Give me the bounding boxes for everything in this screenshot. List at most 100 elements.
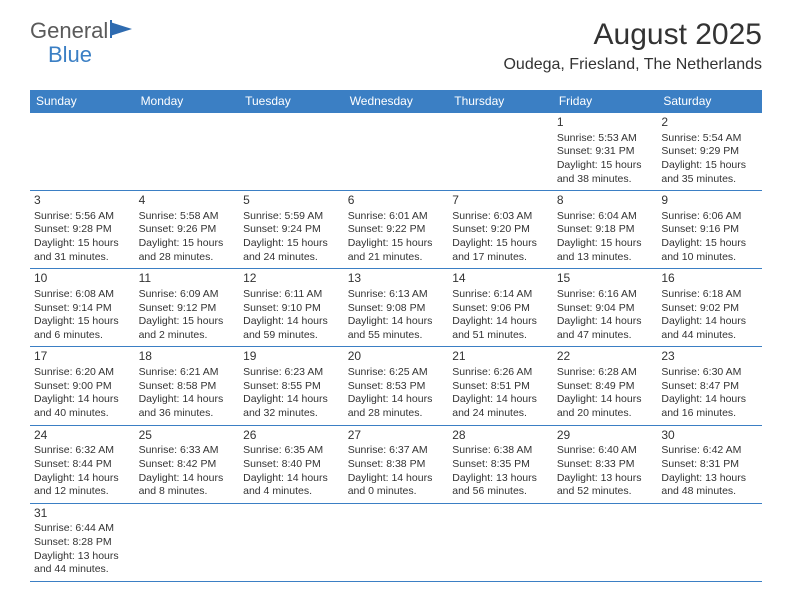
sunrise-line: Sunrise: 6:16 AM [557, 288, 654, 302]
sunset-line: Sunset: 9:10 PM [243, 302, 340, 316]
calendar-day-cell [553, 503, 658, 581]
sunrise-line: Sunrise: 6:37 AM [348, 444, 445, 458]
calendar-day-cell: 21Sunrise: 6:26 AMSunset: 8:51 PMDayligh… [448, 347, 553, 425]
daylight-line: Daylight: 14 hours and 59 minutes. [243, 315, 340, 342]
sunset-line: Sunset: 9:22 PM [348, 223, 445, 237]
daylight-line: Daylight: 14 hours and 36 minutes. [139, 393, 236, 420]
day-number: 11 [139, 271, 236, 287]
sunrise-line: Sunrise: 6:20 AM [34, 366, 131, 380]
daylight-line: Daylight: 15 hours and 10 minutes. [661, 237, 758, 264]
location-text: Oudega, Friesland, The Netherlands [503, 56, 762, 74]
day-number: 3 [34, 193, 131, 209]
calendar-week-row: 1Sunrise: 5:53 AMSunset: 9:31 PMDaylight… [30, 113, 762, 191]
daylight-line: Daylight: 14 hours and 4 minutes. [243, 472, 340, 499]
sunrise-line: Sunrise: 6:01 AM [348, 210, 445, 224]
day-number: 19 [243, 349, 340, 365]
daylight-line: Daylight: 14 hours and 20 minutes. [557, 393, 654, 420]
day-number: 13 [348, 271, 445, 287]
calendar-day-cell: 7Sunrise: 6:03 AMSunset: 9:20 PMDaylight… [448, 191, 553, 269]
calendar-day-cell: 16Sunrise: 6:18 AMSunset: 9:02 PMDayligh… [657, 269, 762, 347]
daylight-line: Daylight: 13 hours and 56 minutes. [452, 472, 549, 499]
daylight-line: Daylight: 14 hours and 44 minutes. [661, 315, 758, 342]
day-number: 5 [243, 193, 340, 209]
sunrise-line: Sunrise: 6:06 AM [661, 210, 758, 224]
sunrise-line: Sunrise: 5:53 AM [557, 132, 654, 146]
day-number: 31 [34, 506, 131, 522]
sunrise-line: Sunrise: 6:08 AM [34, 288, 131, 302]
daylight-line: Daylight: 14 hours and 28 minutes. [348, 393, 445, 420]
sunset-line: Sunset: 9:18 PM [557, 223, 654, 237]
weekday-header: Monday [135, 90, 240, 113]
calendar-day-cell: 17Sunrise: 6:20 AMSunset: 9:00 PMDayligh… [30, 347, 135, 425]
calendar-day-cell: 23Sunrise: 6:30 AMSunset: 8:47 PMDayligh… [657, 347, 762, 425]
daylight-line: Daylight: 13 hours and 52 minutes. [557, 472, 654, 499]
calendar-body: 1Sunrise: 5:53 AMSunset: 9:31 PMDaylight… [30, 113, 762, 582]
daylight-line: Daylight: 14 hours and 16 minutes. [661, 393, 758, 420]
day-number: 16 [661, 271, 758, 287]
daylight-line: Daylight: 15 hours and 6 minutes. [34, 315, 131, 342]
sunset-line: Sunset: 8:31 PM [661, 458, 758, 472]
sunset-line: Sunset: 8:33 PM [557, 458, 654, 472]
calendar-day-cell [448, 113, 553, 191]
day-number: 22 [557, 349, 654, 365]
day-number: 29 [557, 428, 654, 444]
daylight-line: Daylight: 15 hours and 35 minutes. [661, 159, 758, 186]
sunset-line: Sunset: 9:24 PM [243, 223, 340, 237]
calendar-day-cell [30, 113, 135, 191]
sunrise-line: Sunrise: 6:33 AM [139, 444, 236, 458]
day-number: 23 [661, 349, 758, 365]
sunset-line: Sunset: 9:00 PM [34, 380, 131, 394]
calendar-day-cell: 4Sunrise: 5:58 AMSunset: 9:26 PMDaylight… [135, 191, 240, 269]
sunrise-line: Sunrise: 6:42 AM [661, 444, 758, 458]
daylight-line: Daylight: 15 hours and 31 minutes. [34, 237, 131, 264]
calendar-day-cell: 27Sunrise: 6:37 AMSunset: 8:38 PMDayligh… [344, 425, 449, 503]
sunset-line: Sunset: 8:51 PM [452, 380, 549, 394]
day-number: 8 [557, 193, 654, 209]
sunrise-line: Sunrise: 6:35 AM [243, 444, 340, 458]
weekday-header: Tuesday [239, 90, 344, 113]
sunrise-line: Sunrise: 5:59 AM [243, 210, 340, 224]
weekday-header: Saturday [657, 90, 762, 113]
sunrise-line: Sunrise: 6:21 AM [139, 366, 236, 380]
daylight-line: Daylight: 15 hours and 2 minutes. [139, 315, 236, 342]
daylight-line: Daylight: 14 hours and 8 minutes. [139, 472, 236, 499]
calendar-week-row: 17Sunrise: 6:20 AMSunset: 9:00 PM Dayligh… [30, 347, 762, 425]
sunrise-line: Sunrise: 6:23 AM [243, 366, 340, 380]
day-number: 20 [348, 349, 445, 365]
calendar-day-cell: 30Sunrise: 6:42 AMSunset: 8:31 PMDayligh… [657, 425, 762, 503]
calendar-day-cell: 13Sunrise: 6:13 AMSunset: 9:08 PMDayligh… [344, 269, 449, 347]
calendar-day-cell: 12Sunrise: 6:11 AMSunset: 9:10 PMDayligh… [239, 269, 344, 347]
sunset-line: Sunset: 8:40 PM [243, 458, 340, 472]
calendar-day-cell: 1Sunrise: 5:53 AMSunset: 9:31 PMDaylight… [553, 113, 658, 191]
day-number: 17 [34, 349, 131, 365]
sunset-line: Sunset: 8:47 PM [661, 380, 758, 394]
sunrise-line: Sunrise: 6:11 AM [243, 288, 340, 302]
sunset-line: Sunset: 9:02 PM [661, 302, 758, 316]
weekday-header: Thursday [448, 90, 553, 113]
daylight-line: Daylight: 14 hours and 51 minutes. [452, 315, 549, 342]
weekday-header-row: Sunday Monday Tuesday Wednesday Thursday… [30, 90, 762, 113]
calendar-day-cell: 24Sunrise: 6:32 AMSunset: 8:44 PMDayligh… [30, 425, 135, 503]
day-number: 4 [139, 193, 236, 209]
sunrise-line: Sunrise: 6:14 AM [452, 288, 549, 302]
calendar-day-cell: 8Sunrise: 6:04 AMSunset: 9:18 PMDaylight… [553, 191, 658, 269]
sunset-line: Sunset: 8:44 PM [34, 458, 131, 472]
daylight-line: Daylight: 15 hours and 21 minutes. [348, 237, 445, 264]
day-number: 9 [661, 193, 758, 209]
sunrise-line: Sunrise: 6:32 AM [34, 444, 131, 458]
sunset-line: Sunset: 9:06 PM [452, 302, 549, 316]
sunset-line: Sunset: 8:35 PM [452, 458, 549, 472]
sunrise-line: Sunrise: 5:56 AM [34, 210, 131, 224]
daylight-line: Daylight: 14 hours and 24 minutes. [452, 393, 549, 420]
calendar-day-cell: 18Sunrise: 6:21 AMSunset: 8:58 PMDayligh… [135, 347, 240, 425]
logo-text-general: General [30, 18, 108, 44]
header: General August 2025 Oudega, Friesland, T… [0, 0, 792, 82]
day-number: 7 [452, 193, 549, 209]
calendar-week-row: 3Sunrise: 5:56 AMSunset: 9:28 PMDaylight… [30, 191, 762, 269]
sunrise-line: Sunrise: 6:13 AM [348, 288, 445, 302]
sunrise-line: Sunrise: 6:38 AM [452, 444, 549, 458]
weekday-header: Sunday [30, 90, 135, 113]
calendar-day-cell: 28Sunrise: 6:38 AMSunset: 8:35 PMDayligh… [448, 425, 553, 503]
sunset-line: Sunset: 9:12 PM [139, 302, 236, 316]
calendar-day-cell: 9Sunrise: 6:06 AMSunset: 9:16 PMDaylight… [657, 191, 762, 269]
